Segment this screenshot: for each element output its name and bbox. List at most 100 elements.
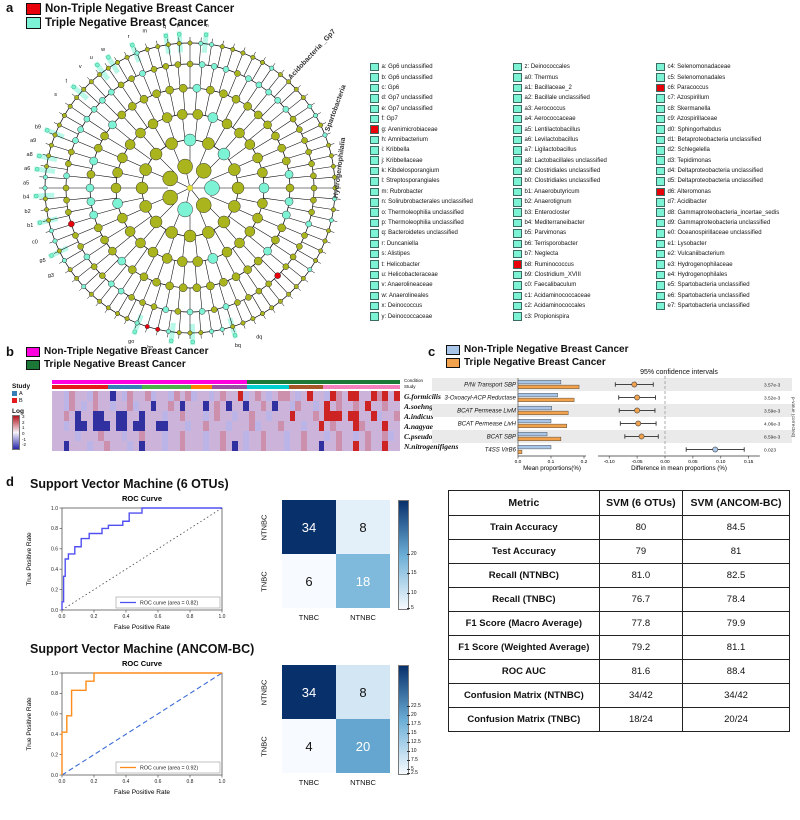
cladogram-leaf-label: b2 [25, 209, 31, 215]
taxa-label: u: Helicobacteraceae [381, 272, 438, 278]
heatmap-cell [278, 441, 284, 451]
heatmap-cell [231, 391, 238, 401]
study-segment [323, 385, 400, 389]
taxa-item: a7: Ligilactobacillus [513, 145, 654, 155]
taxa-swatch [656, 177, 665, 186]
heatmap-cell [75, 411, 81, 421]
heatmap-cell [278, 421, 284, 431]
cm-colorbar-tick-label: 5 [411, 605, 414, 611]
taxa-label: d7: Acidibacter [667, 199, 707, 206]
metrics-table-row: F1 Score (Weighted Average) 79.2 81.1 [448, 635, 790, 660]
heatmap-cell [278, 401, 284, 411]
taxa-item: d9: Gammaproteobacteria unclassified [656, 218, 797, 228]
heatmap-cell [104, 421, 110, 431]
heatmap-cell [336, 421, 342, 431]
heatmap-cell [324, 441, 331, 451]
heatmap-cell [249, 441, 255, 451]
bar-axis-tick: 0.1 [548, 459, 555, 465]
taxa-label: b1: Anaerobutyricum [524, 188, 580, 195]
taxa-swatch [370, 156, 379, 165]
taxa-label: m: Rubrobacter [381, 188, 423, 195]
heatmap-cell [69, 421, 76, 431]
cm-cell: 20 [336, 719, 390, 773]
roc-curve-6otus: ROC Curve 0.00.0 0.2 0.2 0.4 0.4 0.6 0.6 0.8 0.8 1… [26, 494, 226, 631]
legend-item: Triple Negative Breast Cancer [26, 17, 234, 29]
metrics-table-cell: ROC AUC [448, 659, 600, 684]
heatmap-cell [330, 391, 337, 401]
heatmap-cell [104, 411, 110, 421]
taxa-item: s: Alistipes [370, 249, 511, 259]
heatmap-cell [214, 421, 221, 431]
svg-text:0.0: 0.0 [59, 614, 66, 620]
log-tick: 2 [22, 419, 25, 425]
heatmap-cell [167, 411, 174, 421]
heatmap-cell [92, 391, 99, 401]
cladogram-leaf-label: o [191, 24, 194, 28]
heatmap-cell [318, 401, 325, 411]
taxa-label: c0: Faecalibaculum [524, 282, 577, 289]
heatmap-cell [138, 421, 145, 431]
heatmap-cell [341, 391, 348, 401]
taxa-column: a: Gp6 unclassified b: Gp6 unclassified c:… [370, 62, 511, 322]
taxa-item: b7: Neglecta [513, 249, 654, 259]
taxa-label: e: Gp7 unclassified [381, 105, 433, 112]
metrics-table: Metric SVM (6 OTUs) SVM (ANCOM-BC) Train Ac… [448, 490, 790, 732]
heatmap-cell [150, 411, 157, 421]
heatmap-cell [359, 411, 366, 421]
heatmap-cell [109, 421, 116, 431]
taxa-item: i: Kribbella [370, 145, 511, 155]
heatmap-scales: Study A B Log 3 2 1 0 -1 -2 [12, 383, 30, 450]
feature-label: BCAT Permease LivM [457, 409, 516, 415]
heatmap-cell [353, 431, 360, 441]
taxa-swatch [513, 301, 522, 311]
heatmap-cell [289, 411, 296, 421]
heatmap-cell [394, 441, 400, 451]
taxa-swatch [513, 135, 522, 145]
heatmap-cell [301, 441, 308, 451]
heatmap-cell [202, 421, 209, 431]
taxa-label: e2: Vulcaniibacterium [667, 251, 725, 258]
taxa-label: b6: Terrisporobacter [524, 240, 578, 247]
heatmap-cell [301, 411, 308, 421]
taxa-swatch [656, 114, 665, 124]
taxa-label: d: Gp7 unclassified [381, 95, 433, 102]
heatmap-cell [57, 391, 64, 401]
abundance-heatmap [52, 380, 400, 452]
bar-axis-tick: 0.0 [515, 459, 522, 465]
taxa-swatch [370, 94, 379, 103]
heatmap-cell [133, 391, 139, 401]
heatmap-cell [75, 431, 81, 441]
taxa-item: g: Arenimicrobiaceae [370, 124, 511, 134]
cladogram-leaf-label: a5 [23, 180, 29, 186]
taxa-item: c3: Propionispira [513, 311, 654, 321]
taxa-item: h: Amnibacterium [370, 135, 511, 145]
heatmap-cell [225, 431, 232, 441]
metrics-table-cell: 81.1 [682, 635, 790, 660]
taxa-item: b5: Parvimonas [513, 228, 654, 238]
taxa-swatch [656, 135, 665, 145]
cm-colorbar-tick [407, 733, 410, 735]
heatmap-cell [353, 391, 360, 401]
taxa-item: a9: Clostridiales unclassified [513, 166, 654, 176]
study-segment [52, 385, 108, 389]
taxa-swatch [656, 301, 665, 311]
cladogram-leaf-label: a6 [24, 166, 30, 172]
heatmap-cell [249, 391, 255, 401]
taxa-swatch [370, 208, 379, 217]
heatmap-cell [133, 421, 139, 431]
feature-label: 3-Oxoacyl-ACP Reductase [445, 396, 517, 402]
study-swatch [12, 391, 17, 396]
p-value: 3.57e-3 [764, 382, 781, 388]
heatmap-cell [260, 421, 267, 431]
p-value: 3.52e-3 [764, 395, 781, 401]
taxa-item: p: Thermoleophilia unclassified [370, 218, 511, 228]
heatmap-cell [138, 411, 145, 421]
taxa-item: w: Anaerolineales [370, 291, 511, 301]
metrics-table-cell: 18/24 [598, 707, 684, 732]
legend-swatch [446, 344, 460, 355]
taxa-swatch [513, 73, 522, 82]
heatmap-cell [63, 431, 70, 441]
heatmap-cell [249, 401, 255, 411]
cm-col-label: TNBC [298, 613, 320, 622]
taxa-swatch [513, 198, 522, 207]
